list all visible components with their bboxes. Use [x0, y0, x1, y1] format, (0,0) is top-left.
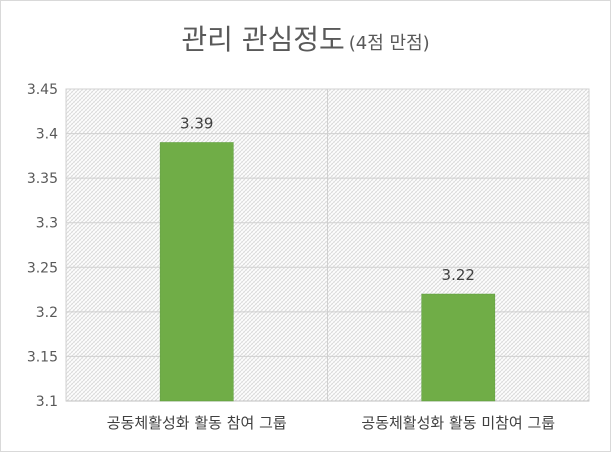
- x-axis-labels: 공동체활성화 활동 참여 그룹 공동체활성화 활동 미참여 그룹: [107, 414, 555, 432]
- y-axis-labels: 3.1 3.15 3.2 3.25 3.3 3.35 3.4 3.45: [27, 82, 58, 410]
- data-label: 3.22: [442, 266, 475, 284]
- chart-subtitle: (4점 만점): [348, 33, 430, 54]
- grid-layer: [66, 88, 589, 402]
- x-category-label: 공동체활성화 활동 미참여 그룹: [361, 414, 555, 432]
- y-tick-label: 3.25: [27, 260, 58, 276]
- y-tick-label: 3.4: [36, 127, 58, 143]
- y-tick-label: 3.15: [27, 349, 58, 365]
- bar: [159, 142, 234, 402]
- data-label: 3.39: [180, 114, 213, 132]
- chart-title: 관리 관심정도 (4점 만점): [0, 18, 611, 58]
- y-tick-label: 3.1: [36, 394, 58, 410]
- y-tick-label: 3.35: [27, 171, 58, 187]
- bar: [421, 293, 496, 402]
- x-category-label: 공동체활성화 활동 참여 그룹: [107, 414, 287, 432]
- chart-title-main: 관리 관심정도: [181, 23, 345, 56]
- y-tick-label: 3.3: [36, 216, 58, 232]
- y-tick-label: 3.45: [27, 82, 58, 98]
- bars-layer: [159, 142, 496, 402]
- data-labels: 3.39 3.22: [180, 114, 475, 284]
- y-tick-label: 3.2: [36, 305, 58, 321]
